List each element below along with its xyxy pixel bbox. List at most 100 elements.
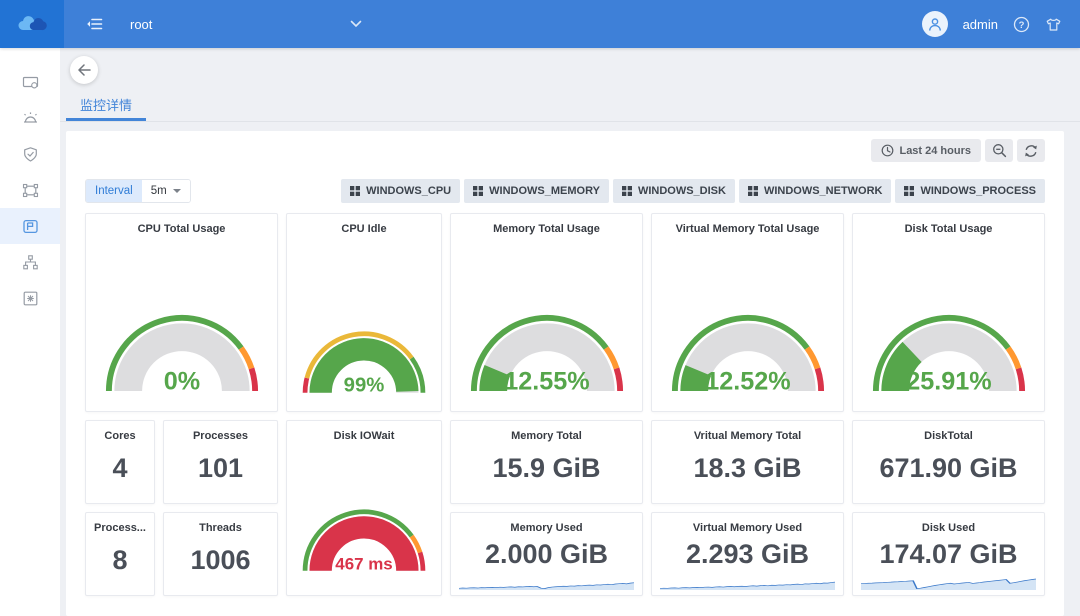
time-range-label: Last 24 hours	[899, 144, 971, 157]
clock-icon	[882, 144, 894, 157]
gauge-chart: 0%	[105, 314, 258, 395]
zoom-out-button[interactable]	[985, 139, 1013, 162]
panel-title: Processes	[192, 430, 249, 442]
panel-title: Virtual Memory Total Usage	[675, 223, 820, 235]
panel-title: Disk Used	[921, 522, 976, 534]
gauge-chart: 25.91%	[872, 314, 1025, 395]
app-box-icon	[23, 291, 37, 305]
stats-grid: Cores 4 Processes 101 Disk IOWait 467 ms…	[85, 420, 1045, 596]
dashboard-tab-windows-disk[interactable]: WINDOWS_DISK	[612, 179, 735, 203]
interval-picker[interactable]: Interval 5m	[85, 179, 191, 203]
panel-virtual-memory-total: Vritual Memory Total 18.3 GiB	[651, 420, 844, 504]
gauge-chart: 99%	[302, 331, 426, 397]
dashboard-tabs: WINDOWS_CPU WINDOWS_MEMORY WINDOWS_DISK	[341, 179, 1045, 203]
gauge-chart: 467 ms	[302, 509, 426, 574]
username-label: admin	[962, 16, 998, 32]
stat-value: 4	[112, 453, 128, 483]
dashboard-tab-label: WINDOWS_CPU	[366, 185, 452, 197]
panel-disk-total: DiskTotal 671.90 GiB	[852, 420, 1045, 504]
cloud-logo-icon	[18, 16, 47, 31]
body-row: 监控详情 Last 24 hours	[0, 48, 1080, 616]
dashboard-tab-label: WINDOWS_DISK	[637, 185, 726, 197]
sparkline-chart	[861, 578, 1036, 590]
monitor-flag-icon	[22, 219, 38, 233]
sidebar-item-hosts[interactable]	[0, 64, 60, 100]
dashboard-tab-windows-memory[interactable]: WINDOWS_MEMORY	[464, 179, 609, 203]
sparkline-chart	[660, 581, 835, 590]
grid-icon	[473, 186, 484, 196]
svg-text:?: ?	[1019, 20, 1025, 31]
avatar[interactable]	[921, 11, 948, 37]
sidebar-item-monitoring[interactable]	[0, 208, 60, 244]
stat-value: 18.3 GiB	[693, 453, 802, 483]
panel-processes: Processes 101	[163, 420, 278, 504]
grid-icon	[904, 186, 915, 196]
help-icon[interactable]: ?	[1013, 16, 1030, 33]
time-range-button[interactable]: Last 24 hours	[871, 139, 981, 162]
stat-value: 1006	[190, 545, 251, 575]
panel-title: Memory Total Usage	[493, 223, 600, 235]
sidebar-item-topology[interactable]	[0, 244, 60, 280]
panel-cores: Cores 4	[85, 420, 155, 504]
controls-row: Interval 5m WINDOWS_CPU WI	[85, 179, 1045, 203]
svg-text:467 ms: 467 ms	[335, 555, 392, 574]
panel-virtual-memory-used: Virtual Memory Used 2.293 GiB	[651, 512, 844, 596]
back-button[interactable]	[70, 56, 98, 84]
gauge-chart: 12.55%	[470, 314, 623, 395]
top-header: root admin ?	[0, 0, 1080, 48]
dashboard-tab-label: WINDOWS_PROCESS	[920, 185, 1036, 197]
grid-icon	[621, 186, 632, 196]
panel-cpu-idle: CPU Idle 99%	[286, 213, 442, 412]
panel-title: Threads	[199, 522, 242, 534]
sparkline-chart	[459, 582, 634, 590]
dashboard-tab-windows-network[interactable]: WINDOWS_NETWORK	[738, 179, 892, 203]
sitemap-icon	[22, 254, 38, 269]
theme-icon[interactable]	[1045, 16, 1062, 33]
panel-disk-total-usage: Disk Total Usage 25.91%	[852, 213, 1045, 412]
dashboard-tab-label: WINDOWS_NETWORK	[763, 185, 883, 197]
panel-title: Vritual Memory Total	[693, 430, 802, 442]
interval-label: Interval	[86, 180, 142, 202]
collapse-menu-icon[interactable]	[86, 15, 104, 33]
panel-memory-used: Memory Used 2.000 GiB	[450, 512, 643, 596]
gauge-row: CPU Total Usage 0% CPU Idle 99% Memory T…	[85, 213, 1045, 412]
panel-disk-used: Disk Used 174.07 GiB	[852, 512, 1045, 596]
panel-memory-total-usage: Memory Total Usage 12.55%	[450, 213, 643, 412]
user-icon	[928, 18, 941, 31]
panel-disk-iowait: Disk IOWait 467 ms	[286, 420, 442, 596]
interval-value: 5m	[150, 185, 167, 197]
refresh-icon	[1025, 144, 1037, 157]
sidebar-item-alerts[interactable]	[0, 100, 60, 136]
brand-logo[interactable]	[0, 0, 64, 48]
project-label: root	[130, 16, 153, 32]
panel-title: Memory Used	[510, 522, 583, 534]
stat-value: 174.07 GiB	[879, 539, 1018, 569]
svg-text:25.91%: 25.91%	[906, 367, 991, 395]
header-bar: root admin ?	[64, 0, 1080, 48]
stat-value: 8	[112, 545, 128, 575]
panel-title: Cores	[104, 430, 136, 442]
panel-title: Disk IOWait	[333, 430, 395, 442]
zoom-out-icon	[992, 144, 1006, 158]
panel-threads: Threads 1006	[163, 512, 278, 596]
project-select[interactable]: root	[130, 17, 362, 32]
svg-text:99%: 99%	[344, 375, 385, 397]
sidebar	[0, 48, 60, 616]
panel-title: Disk Total Usage	[904, 223, 993, 235]
refresh-button[interactable]	[1017, 139, 1045, 162]
panel-title: Memory Total	[511, 430, 582, 442]
host-card-icon	[22, 76, 38, 88]
dashboard-tab-windows-process[interactable]: WINDOWS_PROCESS	[895, 179, 1045, 203]
tab-monitor-details[interactable]: 监控详情	[66, 91, 147, 121]
dashboard-tab-windows-cpu[interactable]: WINDOWS_CPU	[341, 179, 461, 203]
tab-bar: 监控详情	[60, 91, 1080, 122]
sidebar-item-apps[interactable]	[0, 280, 60, 316]
panel-processors: Process... 8	[85, 512, 155, 596]
sidebar-item-cluster[interactable]	[0, 172, 60, 208]
dashboard-panel: Last 24 hours	[66, 131, 1064, 616]
alarm-icon	[23, 111, 37, 123]
svg-text:12.52%: 12.52%	[705, 367, 790, 395]
caret-down-icon	[172, 189, 181, 193]
sidebar-item-security[interactable]	[0, 136, 60, 172]
